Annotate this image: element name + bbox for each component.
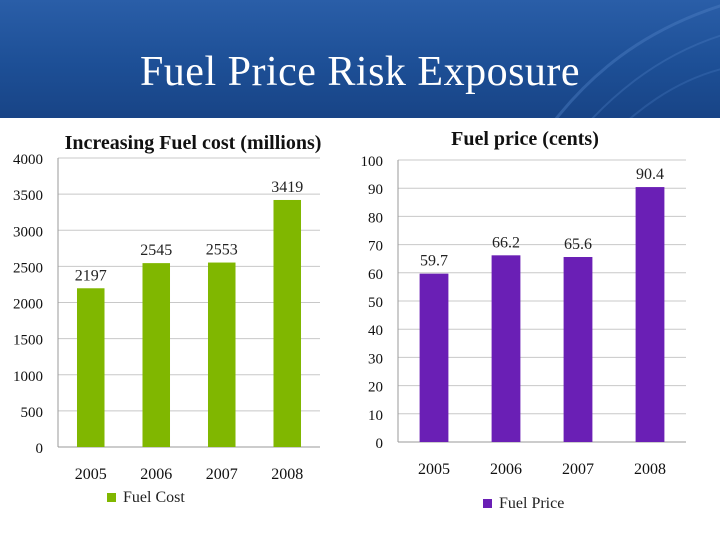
slide-title: Fuel Price Risk Exposure xyxy=(139,49,581,95)
fuel-cost-bar xyxy=(76,288,105,447)
fuel-price-x-tick-label: 2006 xyxy=(490,461,522,478)
fuel-cost-bar xyxy=(273,199,302,447)
fuel-cost-title: Increasing Fuel cost (millions) xyxy=(65,132,322,154)
fuel-price-bar xyxy=(635,187,665,442)
fuel-cost-y-tick-label: 3500 xyxy=(13,188,43,204)
fuel-cost-y-tick-label: 4000 xyxy=(13,152,43,168)
fuel-cost-x-tick-label: 2005 xyxy=(75,466,107,483)
fuel-price-legend-swatch xyxy=(483,499,492,508)
fuel-cost-legend-label: Fuel Cost xyxy=(123,489,185,506)
fuel-price-data-label: 66.2 xyxy=(492,234,520,251)
fuel-price-bar xyxy=(491,255,521,442)
fuel-cost-data-label: 2545 xyxy=(140,242,172,259)
fuel-price-data-label: 65.6 xyxy=(564,236,592,253)
fuel-price-legend-label: Fuel Price xyxy=(499,495,564,512)
fuel-cost-data-label: 2553 xyxy=(206,242,238,259)
fuel-price-y-tick-label: 10 xyxy=(368,408,383,424)
fuel-price-chart-svg: Fuel price (cents) 0 10 20 30 40 50 60 70 80 90 100… xyxy=(361,128,686,512)
fuel-cost-x-tick-label: 2007 xyxy=(206,466,238,483)
fuel-price-bar xyxy=(563,257,593,442)
fuel-price-y-tick-label: 20 xyxy=(368,380,383,396)
fuel-cost-chart-svg: Increasing Fuel cost (millions) 0 500 1000 1… xyxy=(13,132,322,506)
fuel-price-data-label: 90.4 xyxy=(636,166,664,183)
fuel-price-y-tick-label: 40 xyxy=(368,323,383,339)
fuel-price-y-tick-label: 30 xyxy=(368,351,383,367)
fuel-price-x-tick-label: 2008 xyxy=(634,461,666,478)
fuel-price-y-tick-label: 60 xyxy=(368,267,383,283)
fuel-cost-legend-swatch xyxy=(107,493,116,502)
fuel-cost-y-tick-label: 2500 xyxy=(13,260,43,276)
fuel-price-y-tick-label: 70 xyxy=(368,239,383,255)
fuel-cost-data-label: 2197 xyxy=(75,267,107,284)
fuel-price-data-label: 59.7 xyxy=(420,253,448,270)
fuel-cost-y-tick-label: 500 xyxy=(21,405,44,421)
fuel-price-y-tick-label: 90 xyxy=(368,182,383,198)
fuel-price-y-tick-label: 0 xyxy=(376,436,384,452)
fuel-price-y-tick-label: 100 xyxy=(361,154,384,170)
slide-header: Fuel Price Risk Exposure xyxy=(0,0,720,118)
fuel-price-y-tick-label: 80 xyxy=(368,210,383,226)
fuel-cost-y-tick-label: 1000 xyxy=(13,369,43,385)
fuel-cost-x-tick-label: 2008 xyxy=(271,466,303,483)
fuel-cost-x-tick-label: 2006 xyxy=(140,466,172,483)
fuel-price-y-tick-label: 50 xyxy=(368,295,383,311)
fuel-cost-y-tick-label: 2000 xyxy=(13,297,43,313)
fuel-price-bar xyxy=(419,273,449,442)
fuel-cost-y-tick-label: 1500 xyxy=(13,333,43,349)
fuel-cost-data-label: 3419 xyxy=(271,179,303,196)
fuel-price-x-tick-label: 2007 xyxy=(562,461,594,478)
fuel-cost-y-tick-label: 3000 xyxy=(13,224,43,240)
fuel-price-chart: Fuel price (cents) 0 10 20 30 40 50 60 70 80 90 100… xyxy=(350,118,720,540)
fuel-cost-bar xyxy=(207,262,236,447)
fuel-cost-chart: Increasing Fuel cost (millions) 0 500 1000 1… xyxy=(0,118,350,540)
fuel-price-title: Fuel price (cents) xyxy=(451,128,599,150)
fuel-cost-bar xyxy=(142,263,171,447)
fuel-cost-y-tick-label: 0 xyxy=(36,441,44,457)
fuel-price-x-tick-label: 2005 xyxy=(418,461,450,478)
